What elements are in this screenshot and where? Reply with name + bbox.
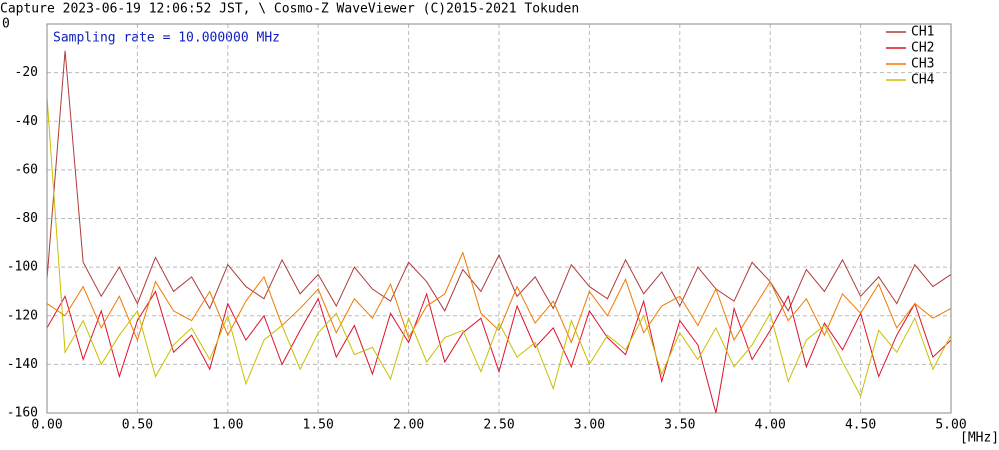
y-tick-label: -40 bbox=[15, 114, 38, 129]
chart-title: Capture 2023-06-19 12:06:52 JST, \ Cosmo… bbox=[0, 2, 579, 17]
y-tick-label: -20 bbox=[15, 65, 38, 80]
legend-label: CH2 bbox=[911, 41, 934, 56]
legend-label: CH1 bbox=[911, 25, 934, 40]
y-tick-label: -60 bbox=[15, 162, 38, 177]
x-tick-label: 0.50 bbox=[122, 418, 153, 433]
x-tick-label: 5.00 bbox=[935, 418, 966, 433]
x-tick-label: 2.50 bbox=[483, 418, 514, 433]
y-tick-label: 0 bbox=[2, 17, 10, 32]
legend-label: CH4 bbox=[911, 73, 935, 88]
x-tick-label: 2.00 bbox=[393, 418, 424, 433]
y-tick-label: -160 bbox=[7, 406, 38, 421]
plot-frame bbox=[46, 23, 952, 414]
series-line bbox=[46, 96, 952, 398]
x-axis-label: [MHz] bbox=[960, 431, 999, 446]
series-line bbox=[46, 251, 952, 344]
x-tick-label: 1.00 bbox=[212, 418, 243, 433]
x-tick-label: 0.00 bbox=[31, 418, 62, 433]
x-tick-label: 3.50 bbox=[664, 418, 695, 433]
x-tick-label: 3.00 bbox=[574, 418, 605, 433]
y-tick-label: -120 bbox=[7, 308, 38, 323]
legend-label: CH3 bbox=[911, 57, 934, 72]
y-tick-label: -140 bbox=[7, 357, 38, 372]
x-tick-label: 1.50 bbox=[303, 418, 334, 433]
annotation: Sampling rate = 10.000000 MHz bbox=[53, 31, 280, 46]
y-tick-label: -80 bbox=[15, 211, 38, 226]
x-tick-label: 4.00 bbox=[755, 418, 786, 433]
y-tick-label: -100 bbox=[7, 260, 38, 275]
x-tick-label: 4.50 bbox=[845, 418, 876, 433]
series-line bbox=[46, 290, 952, 414]
series-line bbox=[46, 50, 952, 312]
